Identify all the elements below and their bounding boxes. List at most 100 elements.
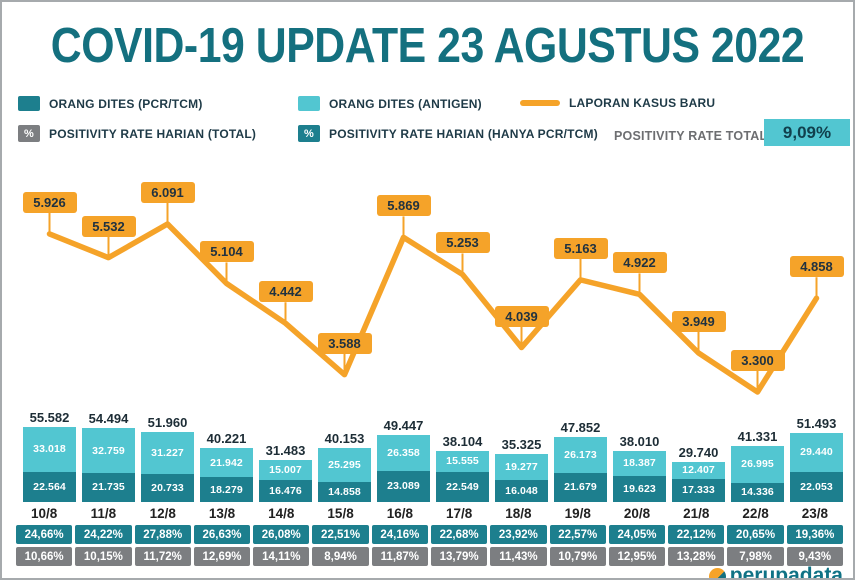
- legend-tested-pcr: ORANG DITES (PCR/TCM): [18, 96, 203, 111]
- bar-pcr-segment: 14.336: [731, 482, 784, 502]
- bar-antigen-segment: 26.995: [731, 446, 784, 483]
- line-swatch-icon: [520, 100, 560, 106]
- positivity-pcr-cell: 22,51%: [312, 525, 369, 544]
- bar-total-label: 38.010: [619, 433, 660, 449]
- bar-pcr-segment: 14.858: [318, 481, 371, 502]
- bar-antigen-segment: 26.173: [554, 437, 607, 473]
- new-cases-value-label: 5.926: [22, 191, 77, 213]
- bar-total-label: 31.483: [265, 442, 306, 458]
- brand-icon: [708, 567, 726, 578]
- legend-tested-antigen: ORANG DITES (ANTIGEN): [298, 96, 482, 111]
- date-cell: 23/8: [801, 506, 828, 521]
- bar-total-label: 35.325: [501, 437, 542, 453]
- new-cases-value-label: 4.442: [258, 281, 313, 303]
- bar-pcr-segment: 16.048: [495, 480, 548, 502]
- date-cell: 20/8: [623, 506, 651, 521]
- bar-antigen-segment: 33.018: [23, 427, 76, 472]
- date-cell: 11/8: [90, 506, 117, 521]
- new-cases-value-label: 5.163: [553, 237, 608, 259]
- bar-antigen-segment: 32.759: [82, 428, 135, 473]
- bar-total-label: 41.331: [737, 429, 778, 445]
- positivity-pcr-cell: 19,36%: [786, 525, 843, 544]
- bar-antigen-segment: 19.277: [495, 454, 548, 481]
- bar-pcr-segment: 21.679: [554, 472, 607, 502]
- bar-pcr-segment: 22.549: [436, 471, 489, 502]
- date-cell: 18/8: [505, 506, 532, 521]
- new-cases-value-label: 6.091: [140, 182, 195, 203]
- new-cases-value-label: 3.588: [317, 332, 372, 354]
- new-cases-value-label: 4.039: [494, 305, 549, 327]
- date-cell: 17/8: [445, 506, 473, 521]
- new-cases-value-label: 5.532: [81, 215, 136, 237]
- date-cell: 22/8: [742, 506, 769, 521]
- bar-antigen-segment: 21.942: [200, 447, 253, 478]
- bar-antigen-segment: 31.227: [141, 431, 194, 474]
- bar-pcr-segment: 17.333: [672, 478, 725, 502]
- positivity-total-cell: 11,72%: [134, 547, 191, 566]
- brand-logo: perupadata: [708, 564, 843, 580]
- bar-pcr-segment: 20.733: [141, 474, 194, 502]
- bar-total-label: 51.960: [147, 414, 188, 430]
- positivity-pcr-cell: 24,05%: [608, 525, 666, 544]
- percent-gray-icon: %: [18, 125, 40, 142]
- positivity-pcr-cell: 22,68%: [430, 525, 488, 544]
- positivity-pcr-cell: 24,22%: [75, 525, 132, 544]
- positivity-total-cell: 14,11%: [253, 547, 310, 566]
- legend-tested-pcr-label: ORANG DITES (PCR/TCM): [49, 96, 203, 111]
- positivity-total-cell: 12,95%: [608, 547, 666, 566]
- positivity-total-cell: 13,79%: [430, 547, 488, 566]
- bar-antigen-segment: 15.555: [436, 450, 489, 472]
- date-cell: 21/8: [683, 506, 710, 521]
- bar-antigen-segment: 25.295: [318, 447, 371, 482]
- new-cases-value-label: 5.869: [376, 195, 431, 217]
- positivity-total-cell: 8,94%: [312, 547, 369, 566]
- bar-pcr-segment: 21.735: [82, 472, 135, 502]
- positivity-pcr-cell: 24,66%: [16, 525, 73, 544]
- bar-total-label: 47.852: [560, 420, 601, 436]
- bar-pcr-segment: 18.279: [200, 477, 253, 502]
- bar-antigen-segment: 15.007: [259, 459, 312, 480]
- bar-antigen-segment: 29.440: [790, 432, 843, 473]
- positivity-total-cell: 11,87%: [371, 547, 428, 566]
- bar-antigen-segment: 18.387: [613, 450, 666, 476]
- legend-tested-antigen-label: ORANG DITES (ANTIGEN): [329, 96, 482, 111]
- legend-new-cases-label: LAPORAN KASUS BARU: [569, 96, 716, 110]
- positivity-pcr-cell: 26,08%: [253, 525, 310, 544]
- new-cases-value-label: 4.858: [789, 256, 844, 278]
- positivity-total-cell: 10,79%: [549, 547, 606, 566]
- bar-pcr-segment: 22.053: [790, 472, 843, 502]
- new-cases-value-label: 3.949: [671, 310, 726, 332]
- bar-pcr-segment: 23.089: [377, 470, 430, 502]
- positivity-total-cell: 10,66%: [16, 547, 73, 566]
- date-axis-row: 10/8 11/8 12/8 13/8 14/8 15/8 16/8 17/8 18/8 19/8…: [16, 504, 843, 523]
- bar-total-label: 40.221: [206, 430, 247, 446]
- bar-pcr-segment: 22.564: [23, 471, 76, 502]
- positivity-total-cell: 9,43%: [786, 547, 843, 566]
- positivity-pcr-cell: 20,65%: [727, 525, 784, 544]
- positivity-pcr-cell: 26,63%: [193, 525, 251, 544]
- positivity-total-cell: 10,15%: [75, 547, 132, 566]
- legend-positivity-total: % POSITIVITY RATE HARIAN (TOTAL): [18, 125, 256, 142]
- brand-text: perupadata: [729, 564, 843, 580]
- bar-pcr-segment: 16.476: [259, 479, 312, 502]
- legend-new-cases: LAPORAN KASUS BARU: [520, 96, 715, 110]
- new-cases-value-label: 4.922: [612, 252, 667, 274]
- date-cell: 10/8: [31, 506, 58, 521]
- positivity-rate-total-label: POSITIVITY RATE TOTAL: [614, 129, 768, 143]
- positivity-total-row: 10,66% 10,15% 11,72% 12,69% 14,11% 8,94% 11,87…: [16, 547, 843, 566]
- date-cell: 15/8: [327, 506, 354, 521]
- date-cell: 14/8: [268, 506, 295, 521]
- bar-total-label: 40.153: [324, 430, 365, 446]
- bar-total-label: 38.104: [442, 433, 483, 449]
- new-cases-value-label: 5.104: [199, 241, 254, 263]
- date-cell: 12/8: [149, 506, 176, 521]
- antigen-swatch-icon: [298, 96, 320, 111]
- bar-total-label: 54.494: [88, 411, 129, 427]
- legend-positivity-total-label: POSITIVITY RATE HARIAN (TOTAL): [49, 126, 257, 141]
- date-cell: 16/8: [386, 506, 413, 521]
- bar-total-label: 49.447: [383, 418, 424, 434]
- positivity-pcr-cell: 24,16%: [371, 525, 428, 544]
- bar-antigen-segment: 26.358: [377, 435, 430, 471]
- bar-total-label: 29.740: [678, 444, 719, 460]
- percent-teal-icon: %: [298, 125, 320, 142]
